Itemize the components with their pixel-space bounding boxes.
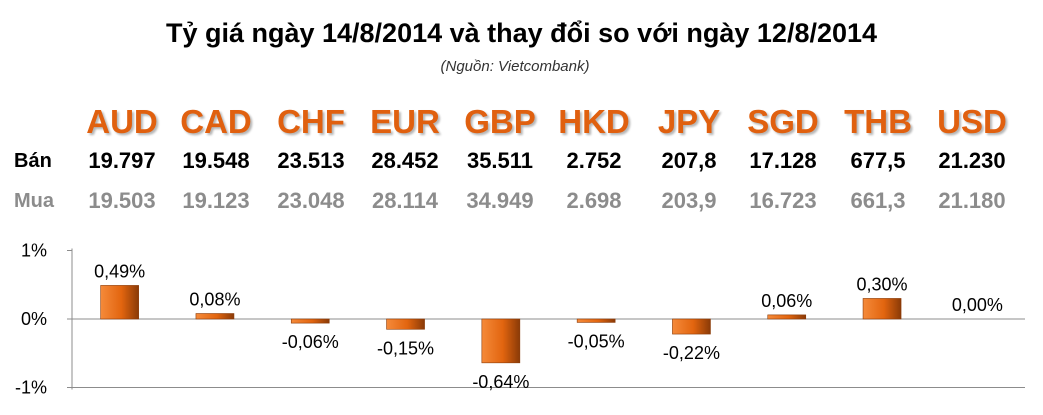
currency-code: AUD bbox=[86, 103, 158, 140]
currency-code: USD bbox=[937, 103, 1007, 140]
bar-data-label: 0,30% bbox=[857, 274, 908, 294]
bar bbox=[290, 318, 330, 324]
bar-data-label: 0,08% bbox=[189, 290, 240, 310]
currency-code: JPY bbox=[657, 103, 721, 140]
buy-rate: 19.503 bbox=[88, 188, 156, 213]
bar-data-label: -0,22% bbox=[663, 343, 720, 363]
currency-code: THB bbox=[844, 103, 912, 140]
sell-row-label: Bán bbox=[14, 150, 52, 172]
y-tick-label: 0% bbox=[21, 309, 47, 329]
sell-rate: 28.452 bbox=[371, 148, 439, 173]
sell-rate: 17.128 bbox=[749, 148, 817, 173]
buy-rate: 34.949 bbox=[466, 188, 534, 213]
currency-code: GBP bbox=[464, 103, 536, 140]
y-tick-label: -1% bbox=[15, 378, 47, 398]
bar-data-label: 0,49% bbox=[94, 261, 145, 281]
bar-data-label: -0,06% bbox=[282, 332, 339, 352]
bar-data-label: -0,64% bbox=[472, 372, 529, 392]
currency-code: CAD bbox=[180, 103, 252, 140]
buy-rate: 661,3 bbox=[850, 188, 906, 213]
chart-title: Tỷ giá ngày 14/8/2014 và thay đổi so với… bbox=[165, 18, 878, 48]
buy-rate: 203,9 bbox=[661, 188, 717, 213]
buy-rate: 23.048 bbox=[277, 188, 345, 213]
buy-rate: 19.123 bbox=[182, 188, 250, 213]
bar bbox=[576, 318, 616, 323]
bar bbox=[672, 318, 711, 335]
bar-data-label: -0,05% bbox=[568, 331, 625, 351]
currency-code: EUR bbox=[370, 103, 440, 140]
bar bbox=[767, 314, 807, 320]
bar bbox=[100, 285, 139, 320]
sell-rate: 19.797 bbox=[88, 148, 156, 173]
bar-data-label: 0,06% bbox=[761, 291, 812, 311]
sell-rate: 19.548 bbox=[182, 148, 250, 173]
sell-rate: 2.752 bbox=[566, 148, 622, 173]
bar-data-label: -0,15% bbox=[377, 338, 434, 358]
source-note: (Nguồn: Vietcombank) bbox=[440, 58, 590, 75]
sell-rate: 23.513 bbox=[277, 148, 345, 173]
sell-rate: 207,8 bbox=[661, 148, 717, 173]
bar-data-label: 0,00% bbox=[952, 295, 1003, 315]
buy-row-label: Mua bbox=[14, 190, 54, 212]
bar bbox=[195, 313, 235, 320]
bar bbox=[481, 318, 521, 364]
sell-rate: 35.511 bbox=[466, 148, 534, 173]
buy-rate: 28.114 bbox=[371, 188, 439, 213]
sell-rate: 21.230 bbox=[938, 148, 1006, 173]
y-tick-label: 1% bbox=[21, 241, 47, 261]
currency-code: SGD bbox=[747, 103, 819, 140]
currency-code: CHF bbox=[277, 103, 345, 140]
sell-rate: 677,5 bbox=[850, 148, 906, 173]
bar bbox=[386, 318, 425, 330]
buy-rate: 2.698 bbox=[566, 188, 622, 213]
buy-rate: 21.180 bbox=[938, 188, 1006, 213]
bar bbox=[862, 298, 902, 320]
currency-code: HKD bbox=[558, 103, 630, 140]
buy-rate: 16.723 bbox=[749, 188, 817, 213]
